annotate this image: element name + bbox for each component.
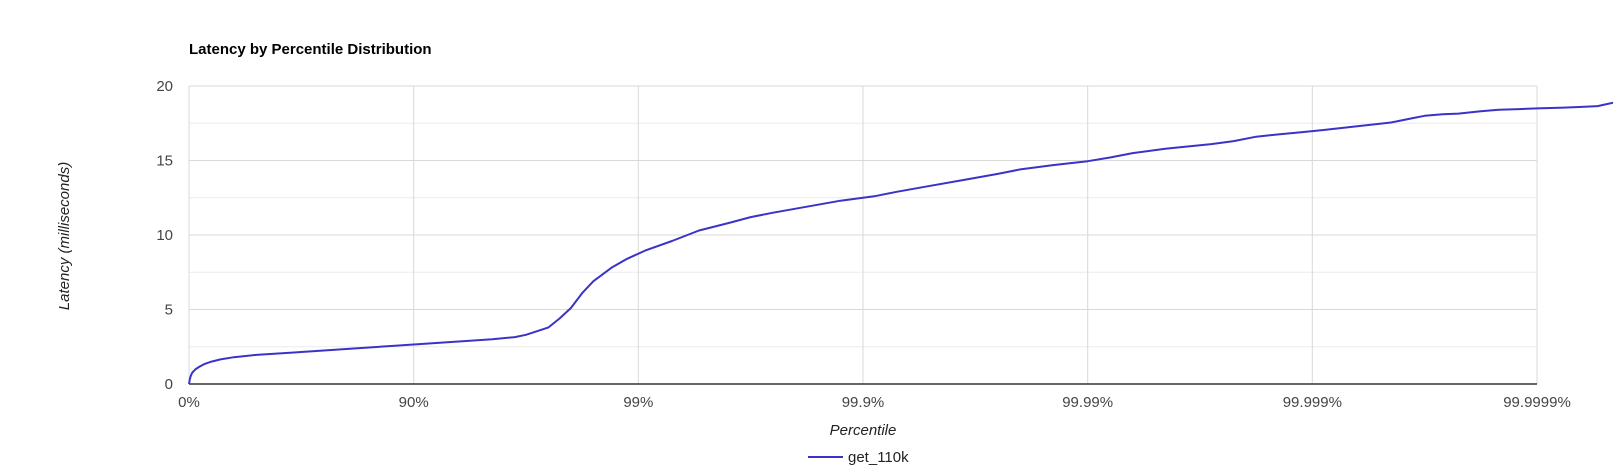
x-tick-label: 99.99% [1062, 394, 1113, 411]
y-tick-label: 0 [165, 376, 173, 393]
y-tick-label: 10 [156, 227, 173, 244]
y-tick-label: 20 [156, 78, 173, 95]
chart-title: Latency by Percentile Distribution [189, 41, 432, 58]
legend-label: get_110k [848, 449, 909, 466]
x-tick-label: 99.9% [842, 394, 885, 411]
x-gridlines [188, 86, 1538, 384]
x-tick-label: 0% [178, 394, 200, 411]
x-tick-labels: 0% 90% 99% 99.9% 99.99% 99.999% 99.9999% [178, 394, 1571, 411]
y-axis-label: Latency (milliseconds) [56, 162, 73, 310]
series-layer [188, 101, 1613, 385]
x-tick-label: 99.999% [1283, 394, 1342, 411]
series-line-get_110k [188, 101, 1613, 385]
x-tick-label: 99.9999% [1503, 394, 1571, 411]
x-tick-label: 90% [399, 394, 429, 411]
legend[interactable]: get_110k [808, 449, 909, 466]
y-tick-labels: 0 5 10 15 20 [156, 78, 173, 393]
y-tick-label: 5 [165, 302, 173, 319]
x-tick-label: 99% [623, 394, 653, 411]
x-axis-label: Percentile [830, 422, 897, 439]
y-tick-label: 15 [156, 153, 173, 170]
